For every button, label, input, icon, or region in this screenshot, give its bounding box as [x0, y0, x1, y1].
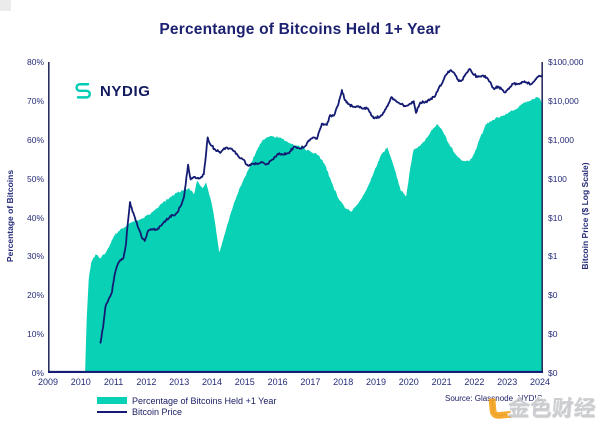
legend-item-area: Percentage of Bitcoins Held +1 Year	[97, 395, 276, 406]
legend-label-area: Percentage of Bitcoins Held +1 Year	[132, 395, 277, 406]
hodl-area-series	[85, 97, 543, 373]
bitcoin-price-line-series	[99, 67, 548, 344]
legend-item-line: Bitcoin Price	[97, 406, 276, 417]
tick-label: 10%	[26, 329, 44, 340]
tick-label: $10,000	[548, 95, 579, 106]
chart-title: Percentange of Bitcoins Held 1+ Year	[159, 21, 441, 38]
plot-svg	[48, 62, 548, 374]
axis-lines	[48, 62, 543, 373]
plot-area	[48, 62, 548, 374]
tick-label: 60%	[26, 134, 44, 145]
tick-label: 0%	[31, 368, 44, 378]
tick-label: 2022	[464, 377, 485, 387]
line-swatch	[97, 410, 127, 413]
tick-label: $100	[548, 173, 567, 184]
tick-label: $100,000	[548, 57, 584, 67]
tick-label: 80%	[26, 57, 44, 67]
tick-label: 2013	[169, 377, 190, 387]
tick-label: 2009	[37, 377, 59, 387]
tick-label: $1,000	[548, 134, 574, 145]
tick-label: 30%	[26, 251, 44, 262]
tick-label: 2016	[267, 377, 288, 387]
corner-artifact	[0, 0, 11, 11]
nydig-logo-text: NYDIG	[100, 82, 151, 100]
tick-label: 2020	[398, 377, 419, 387]
tick-label: 2024	[529, 377, 551, 387]
tick-label: 20%	[26, 290, 44, 301]
watermark: 金色财经	[487, 389, 599, 425]
tick-label: 2012	[136, 377, 157, 387]
tick-label: 2019	[365, 377, 387, 387]
tick-label: 2021	[431, 377, 452, 387]
nydig-logo: NYDIG	[72, 80, 151, 102]
tick-label: 2017	[300, 377, 321, 387]
tick-label: 70%	[26, 95, 44, 106]
watermark-text: 金色财经	[507, 397, 597, 420]
tick-label: 2015	[234, 377, 255, 387]
nydig-waves-icon	[72, 80, 94, 102]
tick-label: $10	[548, 212, 563, 223]
legend-label-line: Bitcoin Price	[132, 406, 183, 417]
tick-label: 2018	[333, 377, 354, 387]
tick-label: 2014	[201, 377, 223, 387]
area-swatch	[97, 397, 127, 404]
tick-label: 2011	[103, 377, 124, 387]
golden-finance-icon	[486, 392, 515, 421]
tick-label: 40%	[26, 212, 44, 223]
tick-label: $0	[548, 290, 558, 301]
tick-label: $0	[548, 368, 558, 378]
legend: Percentage of Bitcoins Held +1 Year Bitc…	[97, 395, 276, 417]
tick-label: $1	[548, 251, 558, 262]
tick-label: 2023	[497, 377, 518, 387]
tick-label: $0	[548, 329, 558, 340]
tick-label: 50%	[26, 173, 44, 184]
tick-label: 2010	[70, 377, 91, 387]
